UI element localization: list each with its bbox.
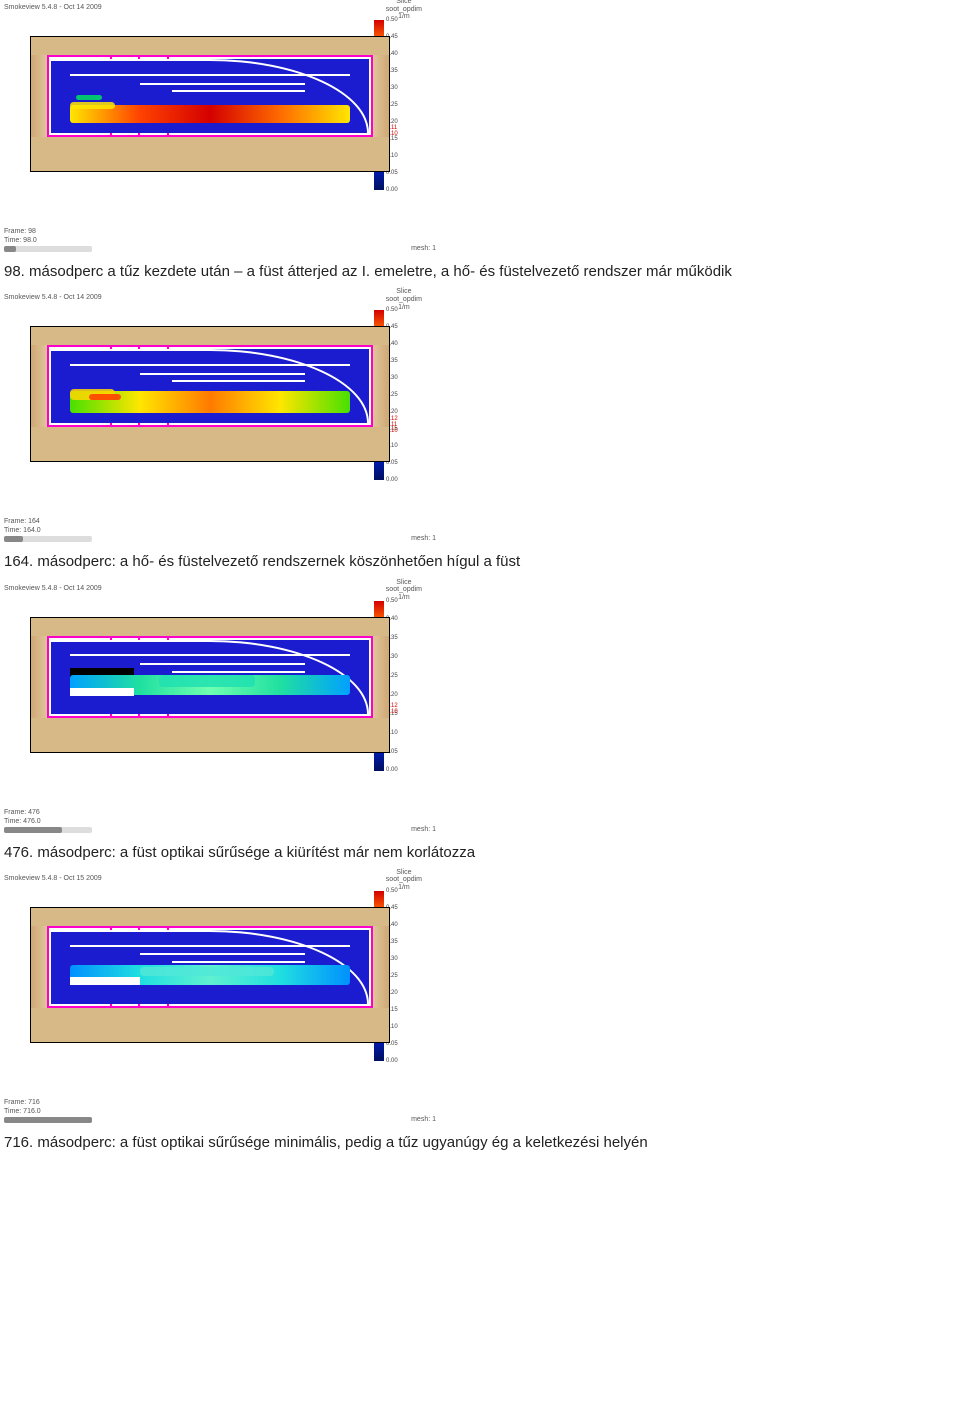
caption-3: 476. másodperc: a füst optikai sűrűsége …	[0, 843, 900, 863]
ceiling	[31, 618, 389, 636]
sim-panel-1: Smokeview 5.4.8 - Oct 14 2009 Slice soot…	[0, 0, 440, 260]
figure-1: Smokeview 5.4.8 - Oct 14 2009 Slice soot…	[0, 0, 960, 282]
wall-right	[373, 636, 389, 718]
slice-plane	[51, 349, 369, 423]
time-label: Time: 98.0	[4, 237, 92, 244]
ceiling	[31, 908, 389, 926]
figure-4: Smokeview 5.4.8 - Oct 15 2009 Slice soot…	[0, 871, 960, 1153]
sim-panel-3: Smokeview 5.4.8 - Oct 14 2009 Slice soot…	[0, 581, 440, 841]
floor	[31, 427, 389, 461]
frame-label: Frame: 476	[4, 809, 92, 816]
time-label: Time: 476.0	[4, 818, 92, 825]
frame-info: Frame: 476 Time: 476.0	[4, 809, 92, 833]
sim-header: Smokeview 5.4.8 - Oct 15 2009	[4, 875, 102, 882]
wall-left	[31, 636, 47, 718]
caption-4: 716. másodperc: a füst optikai sűrűsége …	[0, 1133, 900, 1153]
frame-info: Frame: 164 Time: 164.0	[4, 518, 92, 542]
caption-2: 164. másodperc: a hő- és füstelvezető re…	[0, 552, 900, 572]
sim-header: Smokeview 5.4.8 - Oct 14 2009	[4, 585, 102, 592]
mesh-info: mesh: 1	[411, 826, 436, 833]
viewport	[30, 617, 390, 753]
frame-info: Frame: 98 Time: 98.0	[4, 228, 92, 252]
slider-fill	[4, 1117, 92, 1123]
viewport	[30, 326, 390, 462]
mesh-info: mesh: 1	[411, 535, 436, 542]
viewport	[30, 36, 390, 172]
sim-panel-2: Smokeview 5.4.8 - Oct 14 2009 Slice soot…	[0, 290, 440, 550]
figure-2: Smokeview 5.4.8 - Oct 14 2009 Slice soot…	[0, 290, 960, 572]
time-slider[interactable]	[4, 246, 92, 252]
slice-plane	[51, 59, 369, 133]
wall-left	[31, 55, 47, 137]
sim-header: Smokeview 5.4.8 - Oct 14 2009	[4, 4, 102, 11]
ceiling	[31, 37, 389, 55]
floor	[31, 137, 389, 171]
sim-header: Smokeview 5.4.8 - Oct 14 2009	[4, 294, 102, 301]
slice-plane	[51, 930, 369, 1004]
frame-label: Frame: 98	[4, 228, 92, 235]
frame-label: Frame: 164	[4, 518, 92, 525]
ceiling	[31, 327, 389, 345]
mesh-info: mesh: 1	[411, 1116, 436, 1123]
mesh-info: mesh: 1	[411, 245, 436, 252]
time-slider[interactable]	[4, 536, 92, 542]
time-label: Time: 716.0	[4, 1108, 92, 1115]
sim-panel-4: Smokeview 5.4.8 - Oct 15 2009 Slice soot…	[0, 871, 440, 1131]
slider-fill	[4, 536, 23, 542]
wall-left	[31, 926, 47, 1008]
slider-fill	[4, 827, 62, 833]
time-label: Time: 164.0	[4, 527, 92, 534]
wall-right	[373, 55, 389, 137]
figure-3: Smokeview 5.4.8 - Oct 14 2009 Slice soot…	[0, 581, 960, 863]
time-slider[interactable]	[4, 827, 92, 833]
wall-left	[31, 345, 47, 427]
viewport	[30, 907, 390, 1043]
floor	[31, 1008, 389, 1042]
caption-1: 98. másodperc a tűz kezdete után – a füs…	[0, 262, 900, 282]
wall-right	[373, 926, 389, 1008]
frame-info: Frame: 716 Time: 716.0	[4, 1099, 92, 1123]
wall-right	[373, 345, 389, 427]
slice-plane	[51, 640, 369, 714]
frame-label: Frame: 716	[4, 1099, 92, 1106]
time-slider[interactable]	[4, 1117, 92, 1123]
slider-fill	[4, 246, 16, 252]
floor	[31, 718, 389, 752]
